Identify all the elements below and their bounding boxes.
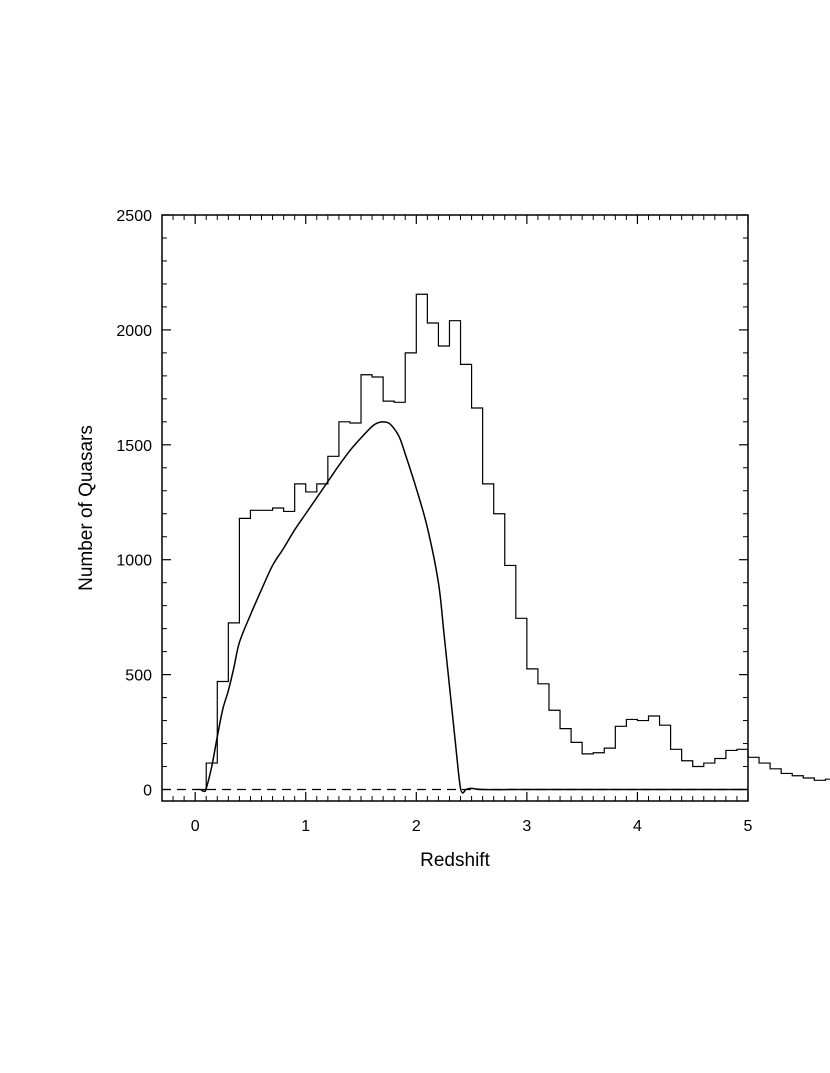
- x-tick-label: 2: [412, 818, 421, 835]
- y-tick-label: 0: [143, 783, 152, 800]
- x-tick-label: 0: [191, 818, 200, 835]
- x-tick-label: 4: [633, 818, 642, 835]
- y-tick-label: 1500: [116, 438, 152, 455]
- x-tick-label: 3: [522, 818, 531, 835]
- plot-frame: [161, 214, 749, 802]
- y-tick-label: 2000: [116, 323, 152, 340]
- x-tick-label: 1: [301, 818, 310, 835]
- minor-ticks: [162, 215, 748, 801]
- x-axis-title: Redshift: [420, 850, 490, 871]
- y-axis-title: Number of Quasars: [76, 425, 97, 591]
- major-ticks: [162, 214, 749, 801]
- y-tick-label: 2500: [116, 208, 152, 225]
- tick-labels: 0 1 2 3 4 5 0 500 1000 1500 2000 2500: [116, 208, 752, 835]
- histogram-series: [195, 293, 830, 791]
- y-tick-label: 500: [125, 668, 152, 685]
- x-tick-label: 5: [744, 818, 753, 835]
- y-tick-label: 1000: [116, 553, 152, 570]
- smooth-curve-series: [200, 421, 748, 794]
